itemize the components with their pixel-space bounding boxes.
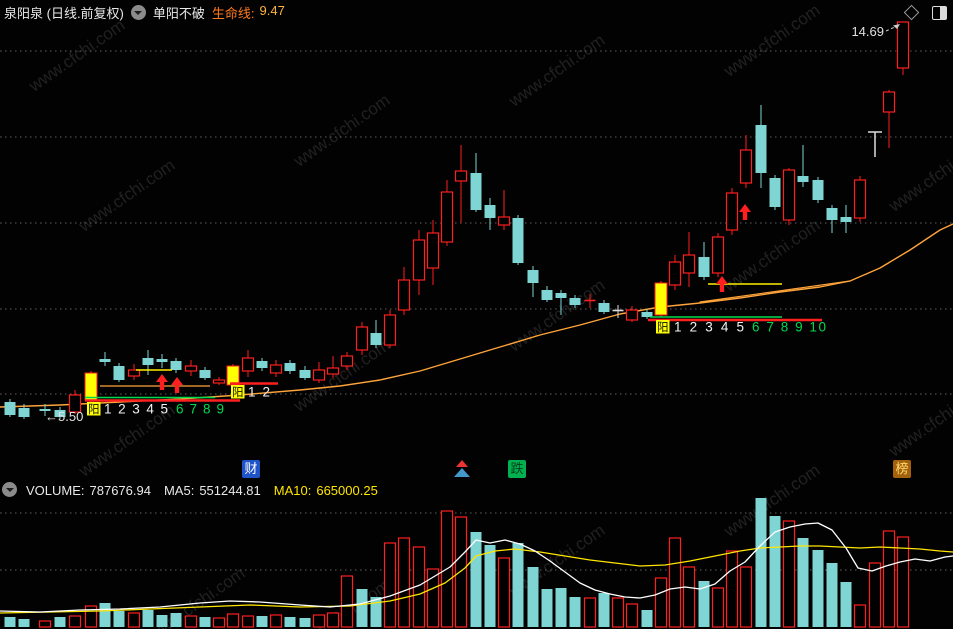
red-up-arrow xyxy=(156,374,168,390)
red-up-arrow xyxy=(739,204,751,220)
volume-ma-lines xyxy=(0,522,953,614)
life-line xyxy=(0,223,953,408)
svg-text:1 2 3 4 5: 1 2 3 4 5 xyxy=(674,320,744,335)
watermark: www.cfchi.com xyxy=(505,275,609,356)
diamond-icon[interactable] xyxy=(903,4,920,21)
title-bar: 泉阳泉 (日线.前复权) 单阳不破 生命线: 9.47 xyxy=(0,0,953,25)
chevron-down-icon[interactable] xyxy=(2,482,17,497)
svg-text:阳: 阳 xyxy=(232,386,244,399)
up-triangles-icon[interactable] xyxy=(454,460,470,477)
badge-die[interactable]: 跌 xyxy=(508,460,526,478)
ma5-readout: MA5: 551244.81 xyxy=(164,483,261,498)
volume-value: 787676.94 xyxy=(89,483,151,498)
svg-text:6 7 8 9 10: 6 7 8 9 10 xyxy=(752,320,826,335)
svg-text:1 2 3 4 5: 1 2 3 4 5 xyxy=(104,402,168,417)
yang-badge xyxy=(87,402,101,416)
watermark: www.cfchi.com xyxy=(505,30,609,111)
watermark: www.cfchi.com xyxy=(290,90,394,171)
ma5-value: 551244.81 xyxy=(199,483,261,498)
ma10-value: 665000.25 xyxy=(316,483,378,498)
ma10-label: MA10: xyxy=(273,483,312,498)
svg-text:1 2: 1 2 xyxy=(248,385,270,400)
yang-badge xyxy=(656,320,670,334)
watermark: www.cfchi.com xyxy=(885,135,953,216)
life-line-readout: 生命线: 9.47 xyxy=(212,3,285,22)
red-up-arrow xyxy=(716,276,728,292)
life-line-label: 生命线: xyxy=(211,6,255,21)
watermark: www.cfchi.com xyxy=(885,380,953,461)
stock-title: 泉阳泉 (日线.前复权) xyxy=(4,6,124,21)
badge-cai[interactable]: 财 xyxy=(242,460,260,478)
volume-readout: VOLUME: 787676.94 xyxy=(26,483,151,498)
volume-header: VOLUME: 787676.94 MA5: 551244.81 MA10: 6… xyxy=(0,478,953,503)
ma5-label: MA5: xyxy=(163,483,195,498)
badge-bang[interactable]: 榜 xyxy=(893,460,911,478)
watermark: www.cfchi.com xyxy=(75,155,179,236)
divider-row: 财 跌 榜 xyxy=(0,455,953,481)
watermark: www.cfchi.com xyxy=(25,15,129,96)
price-label: 14.69 xyxy=(851,24,884,39)
yang-badge xyxy=(231,385,245,399)
svg-text:阳: 阳 xyxy=(657,321,669,334)
svg-text:阳: 阳 xyxy=(88,403,100,416)
chevron-down-icon[interactable] xyxy=(130,5,146,20)
red-up-arrow xyxy=(171,377,183,393)
volume-label: VOLUME: xyxy=(26,483,85,498)
indicator-name: 单阳不破 xyxy=(152,6,205,21)
ma10-readout: MA10: 665000.25 xyxy=(274,483,378,498)
watermark-layer: www.cfchi.com www.cfchi.com www.cfchi.com w… xyxy=(25,0,953,629)
candles-group xyxy=(4,21,910,419)
price-label: ←5.50 xyxy=(45,409,83,424)
panel-layout-icon[interactable] xyxy=(932,5,947,20)
indicator-annotations: 阳 1 2 3 4 5 6 7 8 9 阳 1 2 阳 1 2 3 4 5 6 7 8 9 1… xyxy=(45,24,900,424)
life-line-value: 9.47 xyxy=(259,3,285,18)
svg-text:6 7 8 9: 6 7 8 9 xyxy=(176,402,224,417)
